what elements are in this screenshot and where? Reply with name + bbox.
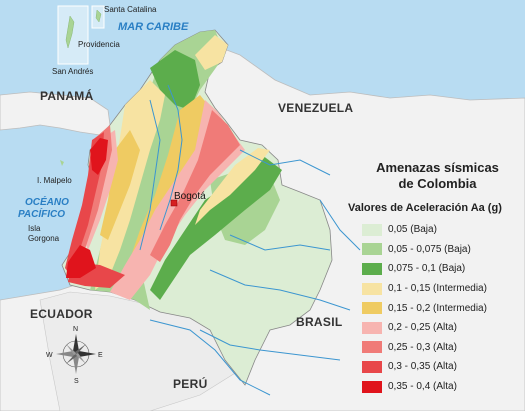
zone-0-15-0-2-west: [100, 130, 140, 240]
legend-label: 0,1 - 0,15 (Intermedia): [388, 283, 487, 295]
legend-item: 0,2 - 0,25 (Alta): [362, 318, 487, 338]
legend-swatch: [362, 380, 382, 393]
legend-swatch: [362, 282, 382, 295]
legend-title: Amenazas sísmicas de Colombia: [355, 160, 520, 192]
legend-swatch: [362, 341, 382, 354]
compass-n: N: [73, 326, 78, 333]
label-san-andres: San Andrés: [52, 67, 93, 76]
country-ecuador: ECUADOR: [30, 307, 93, 321]
zone-0-1-0-15-b: [195, 148, 270, 225]
legend-label: 0,075 - 0,1 (Baja): [388, 263, 466, 275]
legend-subtitle: Valores de Aceleración Aa (g): [348, 202, 502, 214]
compass-rose-icon: N S E W: [46, 326, 103, 385]
legend-item: 0,35 - 0,4 (Alta): [362, 377, 487, 397]
zone-0-075-0-1-band: [150, 155, 282, 300]
compass-e: E: [98, 352, 103, 359]
label-bogota: Bogotá: [174, 191, 206, 202]
legend-swatch: [362, 321, 382, 334]
islands-inset: [57, 5, 89, 65]
legend-swatch: [362, 302, 382, 315]
capital-marker: [170, 199, 178, 207]
legend-item: 0,15 - 0,2 (Intermedia): [362, 298, 487, 318]
pacific-label-2: PACÍFICO: [18, 207, 65, 220]
label-malpelo: I. Malpelo: [37, 176, 72, 185]
legend-swatch: [362, 223, 382, 236]
country-peru: PERÚ: [173, 376, 208, 391]
legend-label: 0,15 - 0,2 (Intermedia): [388, 302, 487, 314]
country-brasil: BRASIL: [296, 315, 342, 329]
legend-list: 0,05 (Baja) 0,05 - 0,075 (Baja) 0,075 - 0,…: [362, 220, 487, 396]
legend-item: 0,1 - 0,15 (Intermedia): [362, 279, 487, 299]
legend-label: 0,35 - 0,4 (Alta): [388, 381, 457, 393]
legend-label: 0,25 - 0,3 (Alta): [388, 341, 457, 353]
label-providencia: Providencia: [78, 40, 120, 49]
legend-label: 0,3 - 0,35 (Alta): [388, 361, 457, 373]
zone-0-35-0-4-south: [66, 245, 96, 278]
compass-s: S: [74, 378, 79, 385]
compass-w: W: [46, 352, 53, 359]
legend-swatch: [362, 243, 382, 256]
legend-item: 0,05 - 0,075 (Baja): [362, 240, 487, 260]
legend-item: 0,075 - 0,1 (Baja): [362, 259, 487, 279]
country-panama: PANAMÁ: [40, 88, 94, 103]
san-andres-island: [65, 15, 75, 49]
legend-swatch: [362, 262, 382, 275]
label-gorgona-1: Isla: [28, 224, 41, 233]
caribbean-sea-label: MAR CARIBE: [118, 21, 189, 33]
zone-0-075-0-1: [150, 50, 200, 110]
legend-label: 0,05 (Baja): [388, 224, 437, 236]
legend-item: 0,3 - 0,35 (Alta): [362, 357, 487, 377]
legend-item: 0,05 (Baja): [362, 220, 487, 240]
label-gorgona-2: Gorgona: [28, 234, 60, 243]
providencia-island: [95, 9, 102, 23]
zone-0-25-0-3: [150, 110, 240, 262]
zone-0-35-0-4-north: [90, 138, 108, 175]
legend-label: 0,2 - 0,25 (Alta): [388, 322, 457, 334]
legend-swatch: [362, 360, 382, 373]
label-santa-catalina: Santa Catalina: [104, 5, 157, 14]
rivers: [139, 84, 361, 396]
malpelo-island: [60, 160, 64, 166]
legend-label: 0,05 - 0,075 (Baja): [388, 243, 471, 255]
pacific-label-1: OCÉANO: [25, 195, 69, 208]
country-venezuela: VENEZUELA: [278, 101, 353, 115]
zone-0-1-0-15-north: [195, 35, 228, 70]
legend-title-line1: Amenazas sísmicas: [376, 160, 499, 175]
legend-item: 0,25 - 0,3 (Alta): [362, 338, 487, 358]
legend-title-line2: de Colombia: [398, 176, 477, 191]
